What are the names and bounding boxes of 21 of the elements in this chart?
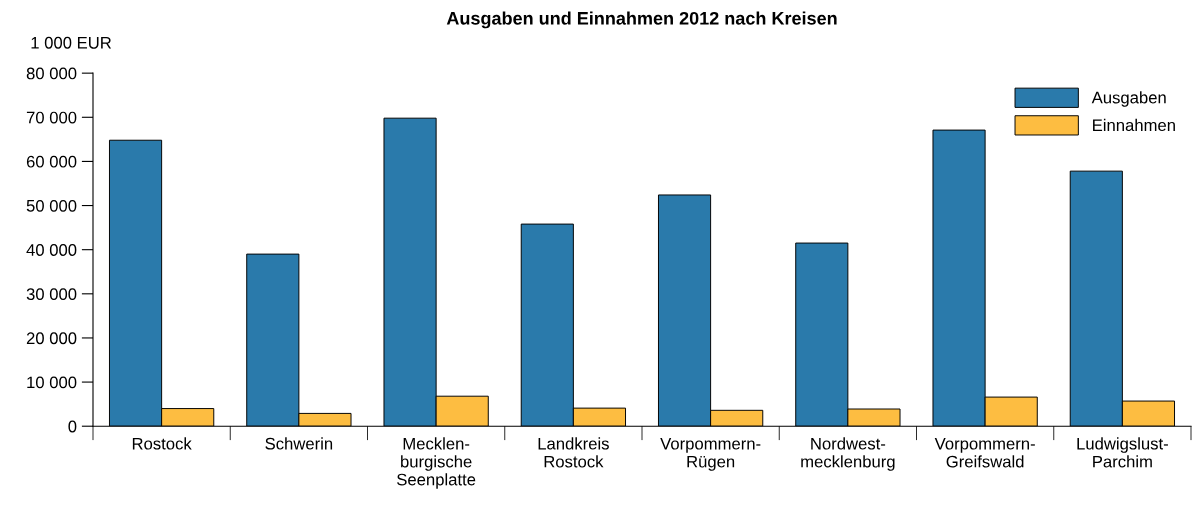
legend-label: Ausgaben <box>1091 91 1166 107</box>
x-tick-label: Ludwigslust- Parchim <box>1077 437 1168 468</box>
x-tick-label: Mecklen- burgische Seenplatte <box>397 437 476 489</box>
y-axis-title: 1 000 EUR <box>31 36 112 49</box>
y-tick-label: 70 000 <box>26 111 77 124</box>
legend-label: Einnahmen <box>1093 118 1175 132</box>
y-tick-label: 40 000 <box>26 244 77 256</box>
chart-title: Ausgaben und Einnahmen 2012 nach Kreisen <box>446 11 837 29</box>
y-tick-label: 80 000 <box>26 67 77 80</box>
y-tick-label: 10 000 <box>27 376 77 389</box>
y-tick-label: 60 000 <box>26 155 77 168</box>
x-tick-label: Vorpommern- Rügen <box>660 437 761 471</box>
x-tick-label: Rostock <box>132 437 192 450</box>
x-tick-label: Vorpommern- Greifswald <box>934 437 1035 468</box>
y-tick-label: 50 000 <box>26 199 77 212</box>
y-tick-label: 0 <box>68 420 77 433</box>
y-tick-label: 20 000 <box>26 332 77 345</box>
x-tick-label: Nordwest- mecklenburg <box>801 437 895 471</box>
x-tick-label: Schwerin <box>265 437 333 450</box>
y-tick-label: 30 000 <box>26 288 77 301</box>
x-tick-label: Landkreis Rostock <box>538 437 609 468</box>
